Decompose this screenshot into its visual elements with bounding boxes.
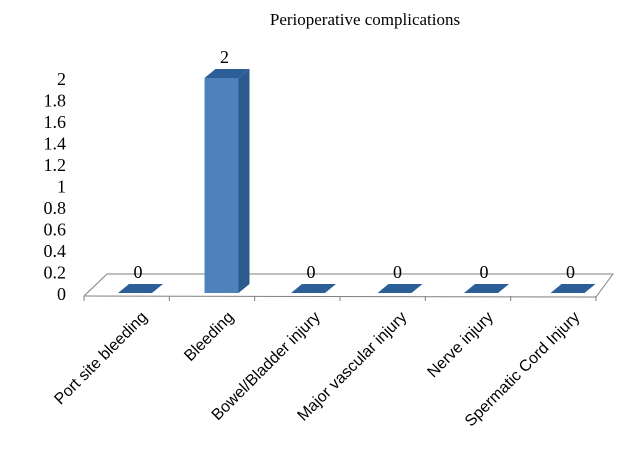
bar-top-face [204, 69, 250, 78]
y-tick-label: 2 [57, 69, 66, 89]
y-tick-label: 1.6 [44, 112, 67, 132]
y-tick-label: 0.8 [44, 198, 67, 218]
bar: 0 [377, 262, 423, 293]
bar-top-face [377, 284, 423, 293]
x-tick-label: Port site bleeding [51, 309, 150, 408]
bar: 2 [204, 47, 250, 293]
y-tick-label: 0 [57, 284, 66, 304]
bar-side-face [238, 69, 250, 293]
x-axis-labels: Port site bleeding BleedingBowel/Bladder … [51, 309, 583, 430]
data-label: 0 [393, 262, 402, 282]
bar: 0 [118, 262, 163, 293]
bar-top-face [550, 284, 596, 293]
data-label: 0 [307, 262, 316, 282]
bar: 0 [464, 262, 509, 293]
y-tick-label: 1.8 [44, 91, 67, 111]
x-tick-label: Bleeding [181, 309, 237, 365]
bar-top-face [464, 284, 509, 293]
floor-outline [83, 273, 614, 298]
data-label: 0 [566, 262, 575, 282]
y-tick-label: 0.2 [44, 263, 67, 283]
y-tick-label: 1.2 [44, 155, 67, 175]
chart-floor [83, 273, 614, 301]
y-tick-label: 0.6 [44, 220, 67, 240]
bar: 0 [550, 262, 596, 293]
data-label: 2 [220, 47, 229, 67]
y-axis: 00.20.40.60.811.21.41.61.82 [44, 69, 67, 304]
bar-front-face [204, 78, 239, 293]
x-tick-label: Nerve injury [424, 309, 496, 381]
bars: 0 2 0 0 0 0 [118, 47, 596, 293]
data-label: 0 [134, 262, 143, 282]
y-tick-label: 0.4 [44, 241, 67, 261]
bar-top-face [291, 284, 336, 293]
y-tick-label: 1 [57, 177, 66, 197]
data-label: 0 [480, 262, 489, 282]
chart-title: Perioperative complications [270, 10, 460, 29]
bar-top-face [118, 284, 163, 293]
bar: 0 [291, 262, 336, 293]
y-tick-label: 1.4 [44, 134, 67, 154]
